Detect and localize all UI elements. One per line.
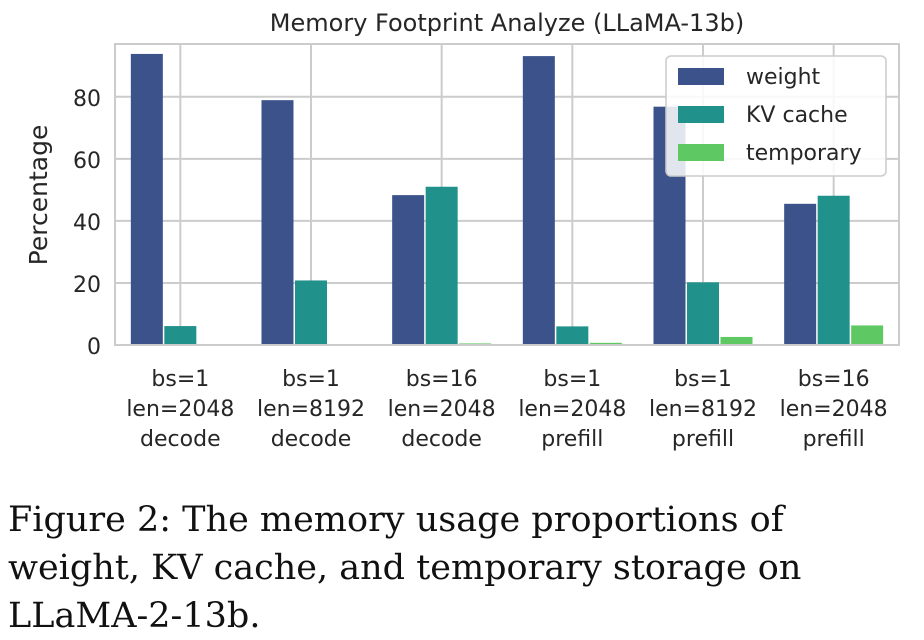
x-tick-label: bs=1 bbox=[282, 367, 340, 392]
y-tick-label: 0 bbox=[87, 335, 101, 360]
chart-legend: weight KV cache temporary bbox=[665, 55, 887, 177]
bar-kv-cache bbox=[817, 195, 850, 345]
bar-weight bbox=[392, 195, 425, 345]
y-tick-label: 80 bbox=[73, 87, 101, 112]
legend-swatch bbox=[678, 68, 724, 85]
y-axis-label: Percentage bbox=[24, 125, 53, 266]
x-tick-label: prefill bbox=[803, 427, 865, 452]
x-tick-label: len=2048 bbox=[388, 397, 496, 422]
x-tick-label: len=8192 bbox=[257, 397, 365, 422]
x-tick-label: len=2048 bbox=[780, 397, 888, 422]
bar-kv-cache bbox=[164, 326, 197, 345]
memory-footprint-chart: Memory Footprint Analyze (LLaMA-13b) Per… bbox=[24, 9, 900, 452]
chart-title: Memory Footprint Analyze (LLaMA-13b) bbox=[270, 9, 744, 37]
x-tick-label: bs=1 bbox=[543, 367, 601, 392]
x-tick-label: len=2048 bbox=[518, 397, 626, 422]
x-tick-label: len=8192 bbox=[649, 397, 757, 422]
y-tick-label: 20 bbox=[73, 273, 101, 298]
plot-frame bbox=[114, 43, 900, 346]
y-tick-label: 40 bbox=[73, 211, 101, 236]
bar-weight bbox=[130, 53, 163, 345]
bar-temporary bbox=[851, 325, 884, 345]
bar-kv-cache bbox=[687, 282, 719, 345]
x-tick-label: bs=16 bbox=[406, 367, 478, 392]
bar-temporary bbox=[720, 336, 753, 345]
x-tick-label: decode bbox=[140, 427, 221, 452]
legend-label: weight bbox=[746, 65, 821, 90]
x-tick-label: bs=16 bbox=[798, 367, 870, 392]
x-tick-label: len=2048 bbox=[126, 397, 234, 422]
legend-label: temporary bbox=[746, 141, 862, 166]
x-tick-label: decode bbox=[271, 427, 352, 452]
legend-swatch bbox=[678, 144, 724, 161]
bar-weight bbox=[784, 203, 817, 345]
bar-weight bbox=[522, 56, 555, 346]
x-tick-label: decode bbox=[401, 427, 482, 452]
bar-kv-cache bbox=[295, 280, 327, 345]
bar-weight bbox=[261, 100, 294, 345]
y-tick-label: 60 bbox=[73, 149, 101, 174]
x-tick-label: prefill bbox=[672, 427, 734, 452]
x-tick-label: bs=1 bbox=[151, 367, 209, 392]
bar-kv-cache bbox=[556, 326, 589, 345]
x-tick-label: bs=1 bbox=[674, 367, 732, 392]
x-tick-label: prefill bbox=[541, 427, 603, 452]
bar-kv-cache bbox=[425, 186, 458, 345]
legend-label: KV cache bbox=[746, 103, 848, 128]
legend-swatch bbox=[678, 106, 724, 123]
figure-caption: Figure 2: The memory usage proportions o… bbox=[8, 500, 802, 636]
bar-temporary bbox=[589, 342, 622, 345]
